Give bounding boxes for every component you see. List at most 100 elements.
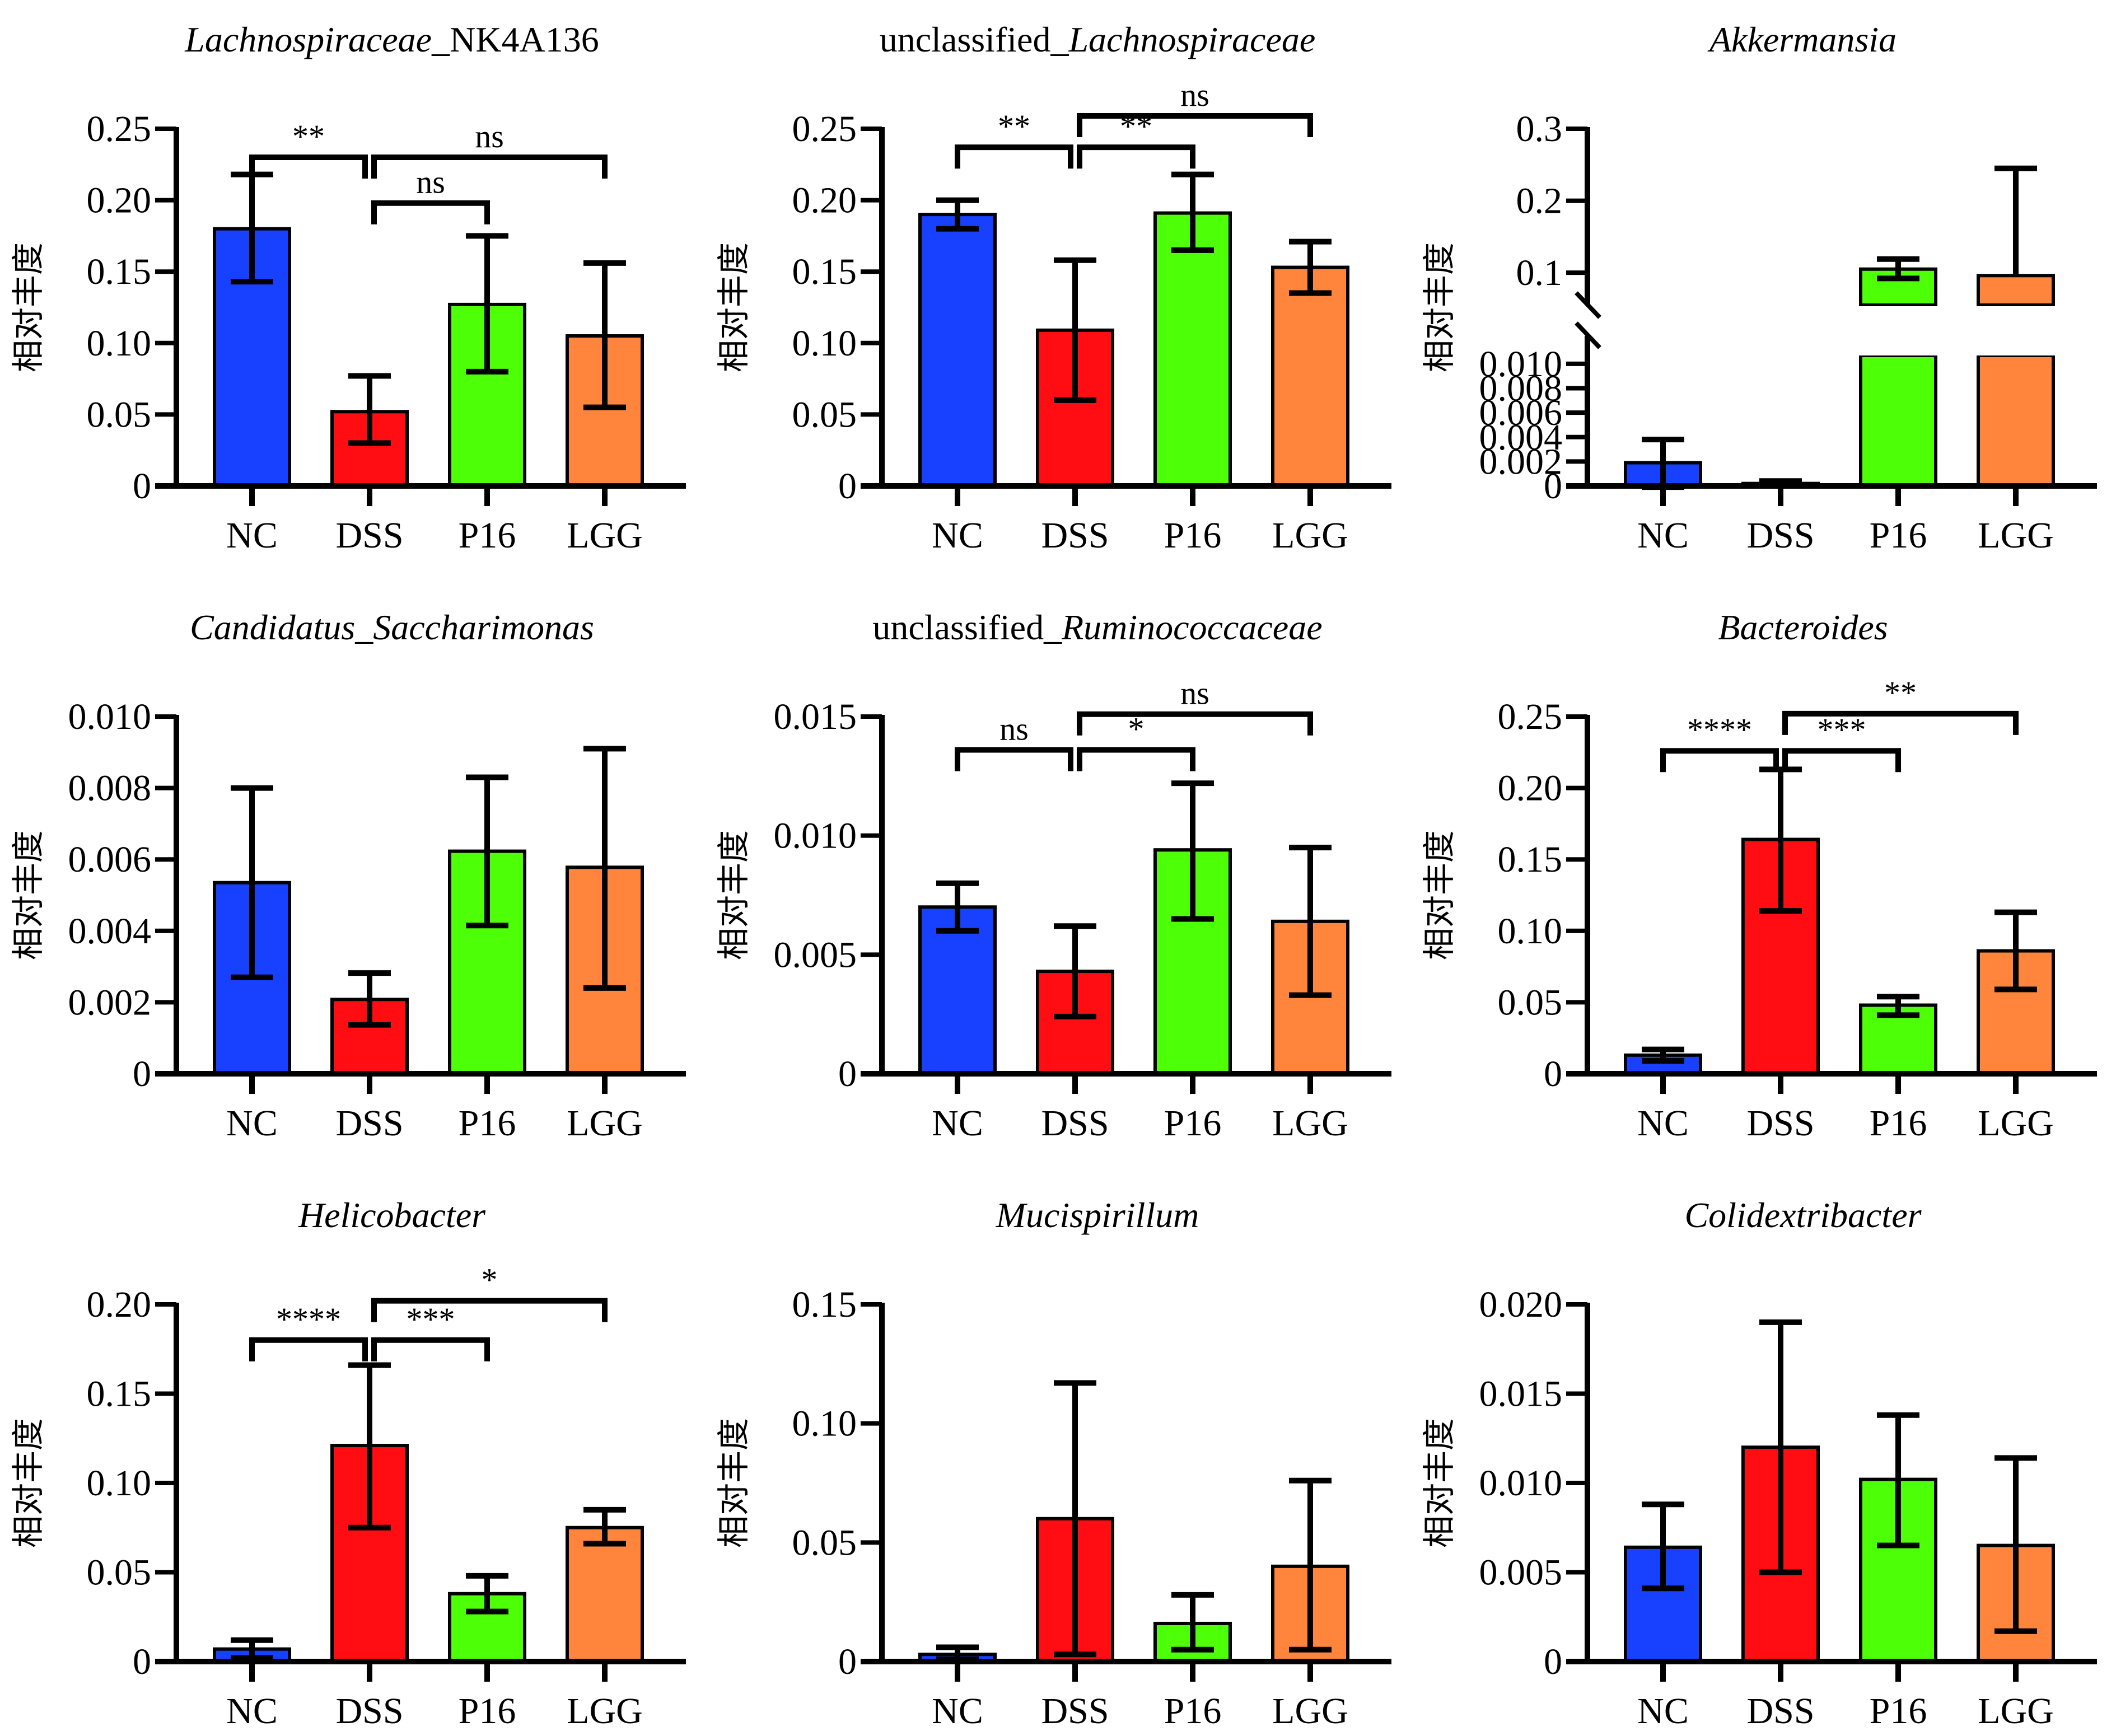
y-axis-label: 相对丰度 (1420, 830, 1458, 960)
x-tick-label-lgg: LGG (1272, 515, 1348, 556)
panel-title: Akkermansia (1707, 20, 1897, 59)
panel-6: Bacteroides 相对丰度 0 0.05 0.10 0.15 0.20 0.25 NC DS… (1420, 607, 2097, 1144)
title-part: Lachnospiraceae (184, 20, 432, 59)
significance-bracket (955, 144, 1073, 169)
y-tick-label: 0.002 (68, 982, 152, 1023)
y-tick-label: 0.002 (1479, 441, 1563, 482)
y-tick-label: 0.10 (87, 1463, 152, 1504)
y-tick-label: 0.2 (1516, 181, 1563, 222)
significance-bracket (1660, 748, 1779, 773)
y-axis-label: 相对丰度 (1420, 1418, 1458, 1548)
x-tick-label-lgg: LGG (1272, 1103, 1348, 1144)
axis-break-mark (1575, 321, 1601, 349)
y-tick-label: 0.05 (792, 394, 857, 435)
significance-bracket (1077, 113, 1313, 138)
y-tick-label: 0.20 (87, 180, 152, 221)
significance-label: ** (1884, 675, 1917, 711)
title-part: unclassified_ (872, 607, 1062, 647)
significance-bracket (1077, 747, 1195, 771)
y-tick-label: 0 (1544, 1641, 1562, 1682)
y-tick-label: 0.010 (774, 816, 857, 857)
x-tick-label-p16: P16 (459, 1691, 516, 1732)
bar-p16 (1153, 848, 1232, 1075)
significance-label: * (482, 1262, 498, 1298)
y-tick-label: 0 (1544, 466, 1562, 507)
title-part: Mucispirillum (996, 1195, 1199, 1235)
y-tick-label: 0.020 (1479, 1284, 1563, 1325)
panel-8: Mucispirillum 相对丰度 0 0.05 0.10 0.15 NC DSS P16 LG… (714, 1195, 1391, 1732)
x-tick-label-lgg: LGG (567, 1691, 643, 1732)
title-part: unclassified_ (880, 20, 1069, 59)
x-tick-label-lgg: LGG (1978, 1103, 2054, 1144)
bar-lgg (566, 1526, 644, 1663)
x-tick-label-nc: NC (226, 1103, 278, 1144)
x-tick-label-dss: DSS (335, 515, 403, 556)
significance-label: **** (276, 1301, 341, 1337)
panel-2: unclassified_Lachnospiraceae 相对丰度 0 0.05 0.1… (714, 20, 1391, 556)
significance-bracket (371, 200, 490, 224)
x-tick-label-dss: DSS (1041, 1103, 1109, 1144)
y-tick-label: 0.006 (1479, 392, 1563, 433)
panel-title: Colidextribacter (1684, 1195, 1922, 1235)
significance-bracket (1077, 711, 1313, 736)
x-tick-label-nc: NC (1637, 515, 1689, 556)
y-tick-label: 0.05 (87, 1552, 152, 1593)
significance-bracket (1077, 144, 1195, 169)
y-tick-label: 0.25 (1498, 696, 1563, 737)
x-tick-label-lgg: LGG (1978, 515, 2054, 556)
significance-label: ns (1180, 675, 1209, 712)
y-tick-label: 0.3 (1516, 109, 1563, 149)
significance-bracket (371, 1298, 608, 1322)
y-axis-label: 相对丰度 (9, 1418, 47, 1548)
axis-break-mark (1575, 291, 1601, 319)
y-tick-label: 0.004 (68, 911, 152, 952)
panel-title: Candidatus_Saccharimonas (190, 607, 594, 647)
y-tick-label: 0.10 (1498, 911, 1563, 952)
bar-p16 (1153, 211, 1232, 488)
panel-title: Helicobacter (298, 1195, 486, 1235)
x-tick-label-dss: DSS (1746, 515, 1814, 556)
y-tick-label: 0.20 (87, 1284, 152, 1325)
y-tick-label: 0.006 (68, 839, 152, 880)
y-axis-label: 相对丰度 (714, 1418, 753, 1548)
y-tick-label: 0.004 (1479, 417, 1563, 458)
y-tick-label: 0.1 (1516, 252, 1563, 293)
y-tick-label: 0 (838, 1054, 857, 1094)
title-part: Ruminococcaceae (1061, 607, 1323, 647)
significance-label: ns (999, 711, 1029, 747)
y-tick-label: 0.010 (1479, 1463, 1563, 1504)
title-part: Helicobacter (298, 1195, 486, 1235)
x-tick-label-dss: DSS (335, 1103, 403, 1144)
significance-label: *** (407, 1301, 455, 1337)
y-tick-label: 0.010 (1479, 344, 1563, 385)
significance-label: **** (1687, 712, 1752, 748)
title-part: Colidextribacter (1684, 1195, 1922, 1235)
x-tick-label-dss: DSS (1041, 1691, 1109, 1732)
panel-5: unclassified_Ruminococcaceae 相对丰度 0 0.005 0.… (714, 607, 1391, 1144)
x-tick-label-lgg: LGG (1272, 1691, 1348, 1732)
axis-break-gap (1975, 306, 2057, 355)
x-tick-label-lgg: LGG (567, 1103, 643, 1144)
title-part: _NK4A136 (431, 20, 599, 59)
panel-9: Colidextribacter 相对丰度 0 0.005 0.010 0.015 0.02… (1420, 1195, 2097, 1732)
panel-title: Lachnospiraceae_NK4A136 (184, 20, 599, 59)
y-tick-label: 0.25 (87, 109, 152, 149)
y-axis-label: 相对丰度 (714, 830, 753, 960)
y-tick-label: 0 (838, 466, 857, 507)
panel-title: unclassified_Lachnospiraceae (880, 20, 1316, 59)
x-tick-label-dss: DSS (335, 1691, 403, 1732)
x-tick-label-dss: DSS (1746, 1691, 1814, 1732)
x-tick-label-p16: P16 (1164, 1103, 1222, 1144)
bar-nc (918, 213, 997, 488)
significance-bracket (1782, 710, 2019, 735)
y-tick-label: 0.05 (87, 394, 152, 435)
title-part: Candidatus_Saccharimonas (190, 607, 594, 647)
x-tick-label-p16: P16 (459, 515, 516, 556)
bar-p16-lower (1859, 354, 1937, 488)
x-tick-label-dss: DSS (1746, 1103, 1814, 1144)
x-tick-label-p16: P16 (1164, 1691, 1222, 1732)
x-tick-label-p16: P16 (1870, 1103, 1927, 1144)
significance-bracket (371, 1337, 490, 1361)
y-tick-label: 0.10 (792, 1403, 857, 1444)
